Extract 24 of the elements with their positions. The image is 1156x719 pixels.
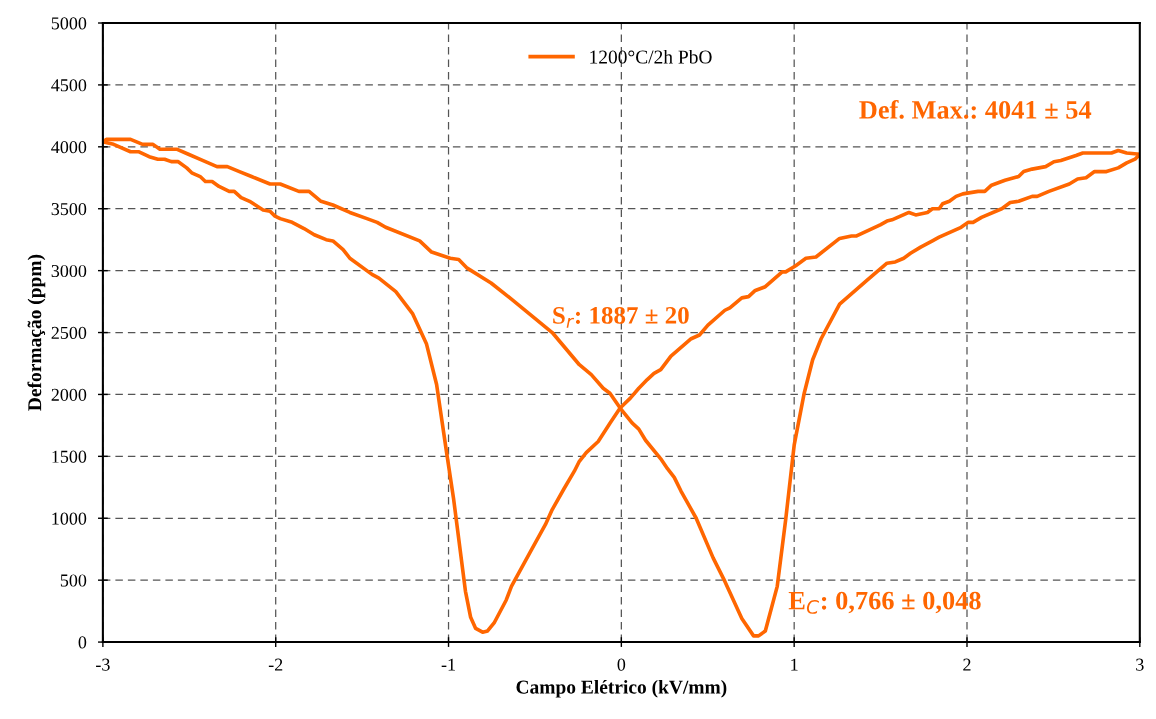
- y-tick-label: 4500: [51, 79, 87, 92]
- x-tick-label: 2: [963, 658, 971, 671]
- y-tick-label: 0: [78, 636, 87, 649]
- x-tick-label: 3: [1136, 658, 1144, 671]
- x-axis-title: Campo Elétrico (kV/mm): [516, 679, 727, 698]
- annotation: E$_{C}$: 0,766 ± 0,048: [788, 591, 981, 614]
- y-tick-label: 1500: [52, 450, 87, 463]
- x-tick-label: -1: [441, 658, 455, 671]
- y-axis-title: Deformação (ppm): [27, 254, 46, 411]
- y-tick-label: 3500: [51, 202, 87, 216]
- annotation: S$_{r}$: 1887 ± 20: [553, 306, 689, 328]
- x-tick-label: -2: [268, 658, 283, 671]
- y-tick-label: 3000: [51, 264, 87, 278]
- x-tick-label: 0: [617, 658, 626, 671]
- y-tick-label: 2500: [51, 326, 87, 339]
- y-tick-label: 500: [60, 574, 87, 587]
- y-tick-label: 1000: [52, 512, 87, 525]
- y-tick-label: 2000: [51, 388, 87, 401]
- annotation: Def. Max.: 4041 ± 54: [859, 99, 1092, 119]
- x-tick-label: 1: [791, 658, 798, 671]
- y-tick-label: 4000: [51, 141, 87, 154]
- legend-label: 1200°C/2h PbO: [590, 49, 712, 64]
- x-tick-label: -3: [96, 658, 110, 671]
- y-tick-label: 5000: [51, 17, 87, 30]
